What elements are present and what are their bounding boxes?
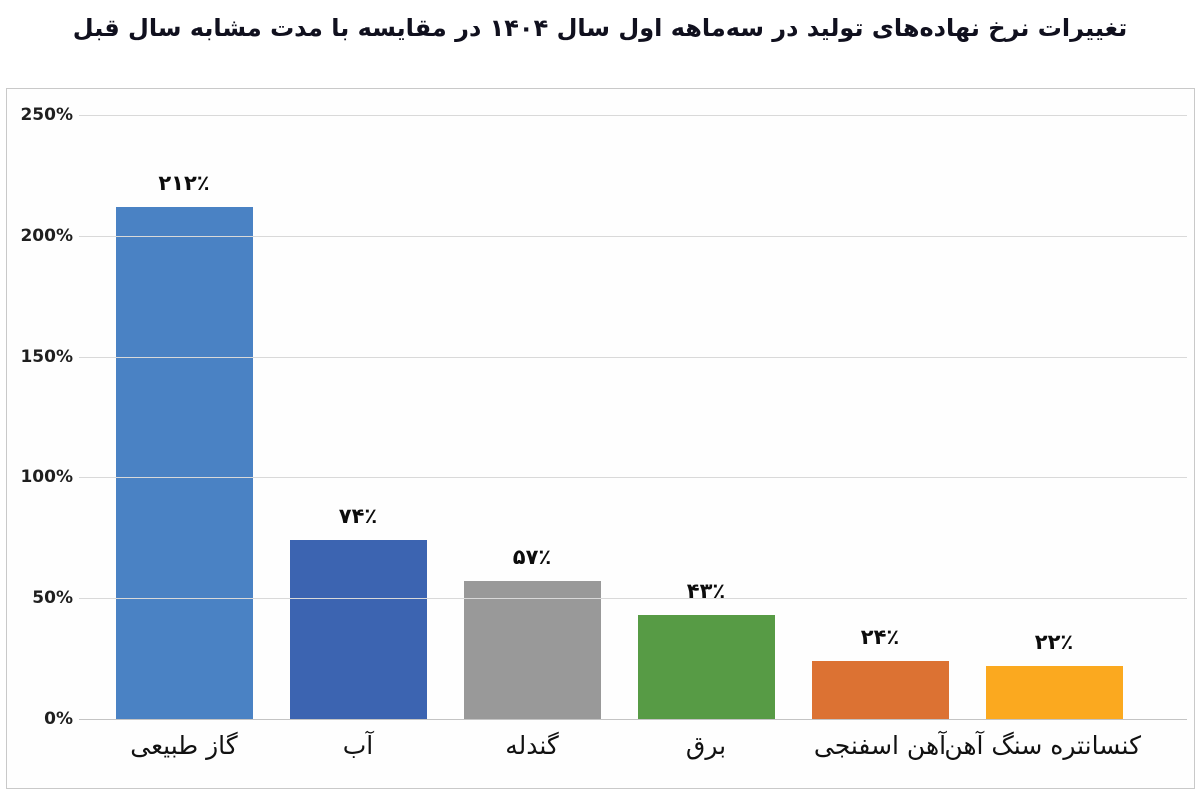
gridline-100 xyxy=(79,477,1187,479)
gridline-200 xyxy=(79,235,1187,237)
bar-value-pellet: ۵۷٪ xyxy=(512,545,552,569)
x-label-pellet: گندله xyxy=(505,731,559,760)
bar-slot-water: ۷۴٪ xyxy=(271,89,445,719)
bar-value-electricity: ۴۳٪ xyxy=(686,579,726,603)
bar-slot-sponge-iron: ۲۴٪ xyxy=(793,89,967,719)
bar-water xyxy=(289,540,427,719)
bar-slot-electricity: ۴۳٪ xyxy=(619,89,793,719)
ytick-label-0: 0% xyxy=(44,709,73,729)
gridline-50 xyxy=(79,598,1187,600)
ytick-label-100: 100% xyxy=(20,467,73,488)
ytick-label-200: 200% xyxy=(20,225,73,246)
x-label-water: آب xyxy=(342,731,374,760)
bar-value-sponge-iron: ۲۴٪ xyxy=(860,625,900,649)
bar-pellet xyxy=(463,581,601,719)
chart-box: ۲۱۲٪ ۷۴٪ ۵۷٪ ۴۳٪ ۲۴٪ ۲۲٪ گاز طبیعی آب گندله برق آ… xyxy=(6,88,1195,789)
bar-value-iron-ore-concentrate: ۲۲٪ xyxy=(1034,630,1074,654)
x-label-iron-ore-concentrate: کنسانتره سنگ آهن xyxy=(944,731,1141,760)
x-label-electricity: برق xyxy=(685,731,727,760)
plot-area: ۲۱۲٪ ۷۴٪ ۵۷٪ ۴۳٪ ۲۴٪ ۲۲٪ گاز طبیعی آب گندله برق آ… xyxy=(7,89,1194,788)
bar-value-water: ۷۴٪ xyxy=(338,504,378,528)
bars-layer: ۲۱۲٪ ۷۴٪ ۵۷٪ ۴۳٪ ۲۴٪ ۲۲٪ xyxy=(97,89,1141,719)
x-label-natural-gas: گاز طبیعی xyxy=(130,731,238,760)
bar-slot-natural-gas: ۲۱۲٪ xyxy=(97,89,271,719)
x-axis-labels: گاز طبیعی آب گندله برق آهن اسفنجی کنسانتره سن… xyxy=(97,731,1141,781)
bar-sponge-iron xyxy=(811,661,949,719)
ytick-label-150: 150% xyxy=(20,346,73,367)
chart-title: تغییرات نرخ نهاده‌های تولید در سه‌ماهه ا… xyxy=(72,14,1128,42)
bar-value-natural-gas: ۲۱۲٪ xyxy=(158,171,210,195)
bar-electricity xyxy=(637,615,775,719)
gridline-150 xyxy=(79,356,1187,358)
bar-natural-gas xyxy=(115,207,253,719)
ytick-label-50: 50% xyxy=(32,588,73,609)
ytick-label-250: 250% xyxy=(20,105,73,125)
gridline-250 xyxy=(79,115,1187,116)
bar-slot-iron-ore-concentrate: ۲۲٪ xyxy=(967,89,1141,719)
gridline-0 xyxy=(79,719,1187,720)
bar-iron-ore-concentrate xyxy=(985,666,1123,719)
x-label-sponge-iron: آهن اسفنجی xyxy=(813,731,947,760)
bar-slot-pellet: ۵۷٪ xyxy=(445,89,619,719)
